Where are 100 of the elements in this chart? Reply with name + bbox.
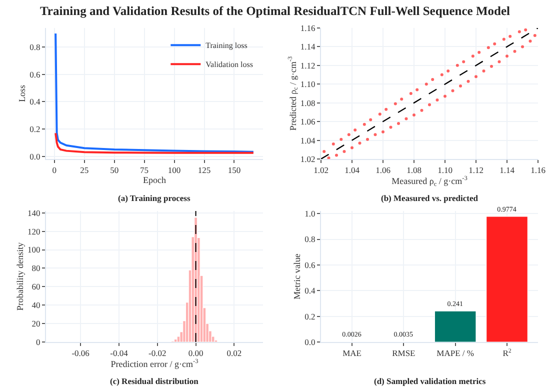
point bbox=[362, 122, 366, 126]
point bbox=[459, 84, 462, 88]
y-tick-label: 1.06 bbox=[300, 116, 316, 127]
point bbox=[446, 70, 450, 73]
point bbox=[424, 82, 428, 86]
y-tick-label: 0.8 bbox=[304, 234, 316, 244]
point bbox=[335, 154, 338, 157]
point bbox=[400, 98, 404, 101]
point bbox=[456, 64, 459, 67]
point bbox=[374, 133, 377, 136]
text: (a) Training process bbox=[118, 193, 191, 203]
x-tick-label: 1.04 bbox=[344, 165, 360, 176]
x-tick-label: MAPE / % bbox=[436, 348, 474, 358]
legend-label: Validation loss bbox=[206, 60, 254, 70]
y-tick-label: 120 bbox=[28, 226, 40, 236]
y-tick-label: 60 bbox=[32, 282, 40, 292]
y-tick-label: 0.2 bbox=[30, 124, 40, 134]
x-tick-label: 1.08 bbox=[406, 165, 422, 176]
y-tick-label: 1.16 bbox=[300, 22, 316, 33]
point bbox=[493, 42, 496, 46]
point bbox=[533, 34, 536, 37]
point bbox=[462, 60, 466, 64]
y-tick-label: 140 bbox=[28, 208, 40, 218]
point bbox=[498, 60, 501, 64]
x-tick-label: 1.06 bbox=[376, 165, 390, 176]
x-tick-label: RMSE bbox=[392, 348, 416, 358]
point bbox=[416, 88, 419, 92]
point bbox=[478, 50, 481, 54]
y-tick-label: 0.6 bbox=[304, 260, 316, 270]
point bbox=[354, 128, 357, 132]
y-tick-label: 1.10 bbox=[300, 79, 316, 90]
x-tick-label: 125 bbox=[198, 165, 211, 176]
x-tick-label: -0.02 bbox=[148, 348, 166, 358]
line-series bbox=[54, 132, 254, 154]
x-tick-label: 0.02 bbox=[226, 348, 242, 358]
point bbox=[322, 150, 326, 154]
point bbox=[350, 146, 354, 150]
x-tick-label: 25 bbox=[80, 165, 89, 176]
point bbox=[521, 45, 524, 48]
y-tick-label: 1.08 bbox=[300, 98, 316, 108]
line-series bbox=[54, 32, 254, 153]
y-tick-label: 80 bbox=[32, 263, 40, 274]
point bbox=[502, 38, 506, 41]
y-tick-label: 0 bbox=[36, 336, 40, 347]
y-tick-label: 0.8 bbox=[30, 42, 40, 52]
point bbox=[444, 94, 446, 98]
point bbox=[524, 28, 528, 32]
x-tick-label: 0 bbox=[52, 165, 57, 176]
point bbox=[332, 142, 335, 146]
point bbox=[471, 54, 474, 58]
point bbox=[358, 142, 362, 145]
x-tick-label: 75 bbox=[140, 165, 149, 176]
x-axis-title: Prediction error / g·cm$^{-3}$ bbox=[110, 358, 198, 369]
x-tick-label: 1.12 bbox=[468, 165, 484, 176]
y-tick-label: 1.12 bbox=[300, 60, 316, 70]
point bbox=[440, 73, 444, 76]
y-axis-title: Probability density bbox=[14, 242, 25, 311]
y-tick-label: 40 bbox=[32, 300, 40, 310]
x-axis-title: Measured ρ$_{c}$ / g·cm$^{-3}$ bbox=[392, 175, 468, 188]
y-tick-label: 0.0 bbox=[304, 336, 316, 347]
y-tick-label: 1.02 bbox=[300, 154, 316, 164]
point bbox=[474, 75, 478, 78]
point bbox=[378, 112, 382, 116]
text: (d) Sampled validation metrics bbox=[374, 376, 486, 386]
x-tick-label: 150 bbox=[228, 165, 241, 176]
point bbox=[451, 89, 454, 92]
x-axis-title: Epoch bbox=[143, 175, 166, 186]
x-tick-label: -0.04 bbox=[110, 348, 129, 358]
y-tick-label: 0.2 bbox=[304, 311, 316, 322]
x-tick-label: 1.02 bbox=[314, 165, 328, 176]
point bbox=[382, 130, 384, 134]
point bbox=[466, 80, 470, 83]
text: (b) Measured vs. predicted bbox=[381, 193, 478, 203]
legend-label: Training loss bbox=[206, 41, 248, 50]
y-tick-label: 0.4 bbox=[30, 96, 42, 107]
y-tick-label: 1.0 bbox=[304, 208, 316, 219]
point bbox=[528, 40, 532, 43]
x-tick-label: R$^{2}$ bbox=[502, 348, 512, 358]
point bbox=[369, 118, 372, 122]
point bbox=[506, 54, 508, 58]
y-axis-title: Loss bbox=[17, 84, 28, 102]
point bbox=[389, 126, 392, 129]
point bbox=[490, 64, 493, 68]
y-tick-label: 20 bbox=[32, 318, 40, 329]
x-tick-label: 50 bbox=[110, 165, 119, 176]
point bbox=[394, 102, 397, 106]
point bbox=[409, 92, 412, 95]
y-tick-label: 0.0 bbox=[30, 151, 40, 162]
x-tick-label: -0.06 bbox=[72, 348, 90, 358]
y-tick-label: 1.04 bbox=[300, 135, 316, 146]
point bbox=[482, 70, 486, 73]
x-tick-label: 100 bbox=[168, 165, 181, 176]
point bbox=[486, 46, 490, 50]
point bbox=[384, 108, 388, 111]
x-tick-label: 1.14 bbox=[500, 165, 516, 176]
y-tick-label: 1.14 bbox=[300, 42, 316, 52]
point bbox=[412, 114, 416, 117]
point bbox=[428, 103, 431, 106]
point bbox=[404, 117, 408, 120]
point bbox=[397, 122, 400, 125]
